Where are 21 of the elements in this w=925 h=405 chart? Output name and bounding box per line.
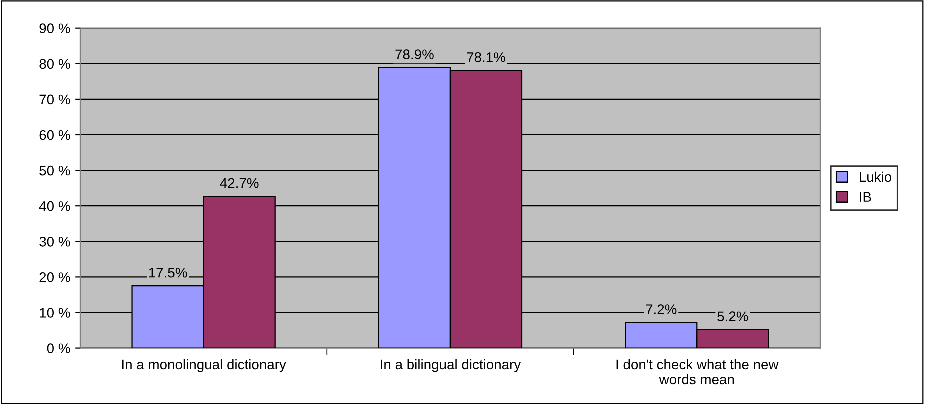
data-label: 17.5% [149, 268, 188, 278]
y-tick-label: 50 % [40, 166, 70, 176]
y-tick-label: 0 % [47, 344, 70, 354]
data-label: 42.7% [220, 178, 259, 188]
data-label: 5.2% [718, 312, 748, 322]
legend-label: Lukio [860, 172, 892, 182]
data-label: 78.9% [396, 50, 434, 60]
y-tick-label: 70 % [40, 94, 70, 105]
x-tick-label: In a monolingual dictionary [122, 359, 286, 372]
y-tick-label: 40 % [39, 201, 70, 212]
y-tick-label: 90 % [40, 24, 70, 34]
legend-label: IB [860, 192, 872, 202]
y-tick-label: 10 % [40, 308, 70, 318]
x-tick-label: In a bilingual dictionary [381, 359, 522, 372]
data-label: 78.1% [467, 52, 506, 62]
data-label: 7.2% [646, 304, 677, 314]
x-tick-label: I don't check what the new words mean [616, 359, 779, 385]
y-tick-label: 30 % [40, 236, 70, 247]
y-tick-label: 80 % [40, 59, 70, 70]
y-tick-label: 20 % [40, 272, 70, 282]
y-tick-label: 60 % [40, 130, 70, 140]
